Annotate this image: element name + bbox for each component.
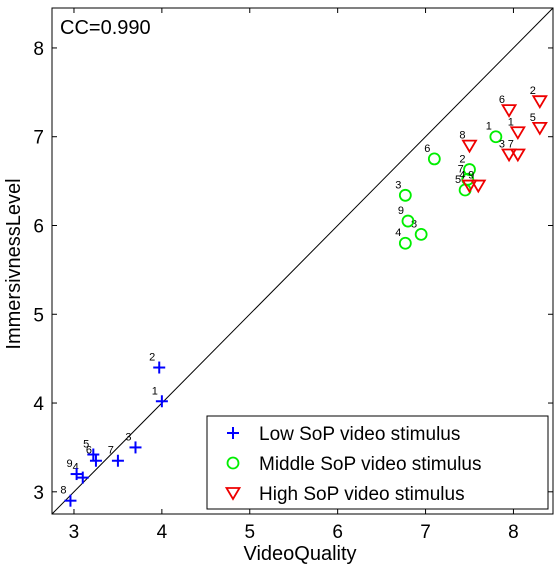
data-point-s2-4 <box>398 236 412 250</box>
point-label-s1-8: 8 <box>60 485 66 497</box>
y-tick-label: 7 <box>33 128 44 149</box>
data-point-s1-5 <box>87 448 100 461</box>
x-tick-label: 5 <box>244 522 255 543</box>
x-axis-label: VideoQuality <box>243 543 356 565</box>
y-tick-label: 3 <box>33 483 44 504</box>
data-point-s1-2 <box>153 361 166 374</box>
data-point-s3-3 <box>500 148 518 163</box>
y-tick-label: 8 <box>33 39 44 60</box>
point-label-s2-6: 6 <box>424 143 430 155</box>
y-tick-label: 5 <box>33 305 44 326</box>
data-point-s2-9 <box>401 214 415 228</box>
data-point-s1-1 <box>155 395 168 408</box>
point-label-s2-2: 2 <box>459 154 465 166</box>
data-point-s3-8 <box>461 139 478 154</box>
legend-marker-3 <box>224 487 242 501</box>
data-point-s3-1 <box>509 126 526 141</box>
x-tick-label: 4 <box>157 522 168 543</box>
data-point-s2-1 <box>489 130 503 144</box>
data-point-s2-7 <box>461 172 475 186</box>
point-label-s3-5: 5 <box>530 112 536 124</box>
point-label-s2-1: 1 <box>486 121 492 133</box>
x-tick-label: 6 <box>332 522 343 543</box>
data-point-s2-8 <box>414 227 428 241</box>
legend-label-3: High SoP video stimulus <box>259 484 465 505</box>
x-tick-label: 7 <box>420 522 431 543</box>
legend-marker-1 <box>227 427 239 439</box>
point-label-s1-2: 2 <box>149 352 155 364</box>
point-label-s3-1: 1 <box>508 116 514 128</box>
data-point-s1-7 <box>111 454 124 467</box>
reference-line <box>51 7 554 515</box>
point-label-s1-7: 7 <box>108 445 114 457</box>
point-label-s1-3: 3 <box>125 431 131 443</box>
point-label-s2-5: 5 <box>455 174 461 186</box>
y-axis-label: ImmersivnessLevel <box>3 178 25 349</box>
data-point-s3-9 <box>470 179 487 194</box>
data-point-s1-8 <box>64 494 77 507</box>
data-point-s1-4 <box>76 471 89 484</box>
correlation-annotation: CC=0.990 <box>60 17 151 39</box>
data-point-s2-2 <box>463 163 476 176</box>
legend-label-1: Low SoP video stimulus <box>259 424 460 445</box>
point-label-s1-9: 9 <box>66 458 72 470</box>
legend-box <box>206 415 549 510</box>
point-label-s1-5: 5 <box>83 439 89 451</box>
data-point-s3-7 <box>509 148 526 163</box>
y-tick-label: 6 <box>33 216 44 237</box>
point-label-s2-8: 8 <box>411 218 417 230</box>
data-point-s2-3 <box>398 188 412 202</box>
legend-marker-2 <box>226 456 240 470</box>
y-tick-label: 4 <box>33 394 44 415</box>
point-label-s2-4: 4 <box>395 227 401 239</box>
point-label-s3-2: 2 <box>530 85 536 97</box>
data-point-s3-4 <box>461 179 478 194</box>
x-tick-label: 3 <box>69 522 80 543</box>
point-label-s1-4: 4 <box>73 462 79 474</box>
point-label-s2-9: 9 <box>398 205 404 217</box>
data-point-s2-6 <box>427 152 441 166</box>
data-point-s3-2 <box>531 95 548 109</box>
data-point-s1-6 <box>89 454 102 467</box>
point-label-s3-9: 9 <box>468 170 474 182</box>
point-label-s3-7: 7 <box>508 138 514 150</box>
x-tick-label: 8 <box>508 522 519 543</box>
data-point-s3-6 <box>500 104 518 118</box>
point-label-s2-3: 3 <box>395 179 401 191</box>
point-label-s3-4: 4 <box>459 170 465 182</box>
legend: Low SoP video stimulus Middle SoP video s… <box>206 415 549 510</box>
data-point-s1-9 <box>70 468 83 481</box>
legend-label-2: Middle SoP video stimulus <box>259 454 481 475</box>
point-label-s2-7: 7 <box>458 163 464 175</box>
axes-frame <box>51 7 554 515</box>
data-point-s3-5 <box>531 121 548 136</box>
point-label-s3-3: 3 <box>499 138 505 150</box>
point-label-s3-8: 8 <box>459 130 465 142</box>
data-point-s1-3 <box>129 441 142 454</box>
point-label-s1-6: 6 <box>86 445 92 457</box>
point-label-s3-6: 6 <box>499 94 505 106</box>
point-label-s1-1: 1 <box>152 385 158 397</box>
